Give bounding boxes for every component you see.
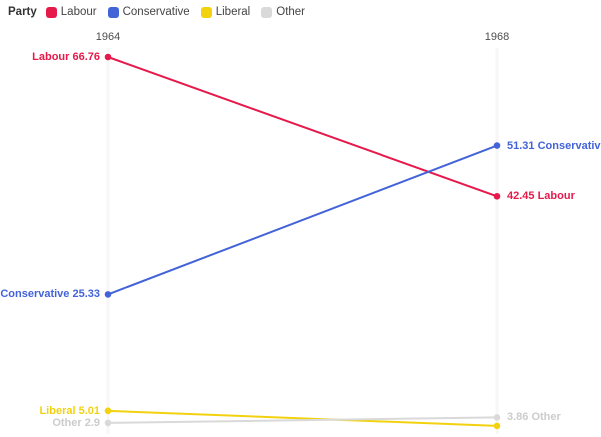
other-end-dot[interactable] <box>493 414 501 421</box>
other-swatch-icon <box>261 6 273 18</box>
liberal-line[interactable] <box>107 409 498 427</box>
conservative-start-label: Conservative 25.33 <box>0 288 100 301</box>
legend-item-label: Liberal <box>215 6 251 18</box>
labour-end-dot[interactable] <box>493 192 501 200</box>
conservative-end-dot[interactable] <box>493 142 501 149</box>
legend-item-label: Other <box>276 6 306 18</box>
liberal-start-dot[interactable] <box>104 407 112 415</box>
legend-item-liberal[interactable]: Liberal <box>200 6 251 18</box>
conservative-swatch-icon <box>107 6 119 18</box>
legend: Party Labour Conservative Liberal Other <box>8 6 305 18</box>
column-header-1968: 1968 <box>484 31 510 43</box>
conservative-end-label: 51.31 Conservative <box>507 139 601 152</box>
legend-title: Party <box>8 6 37 18</box>
legend-item-conservative[interactable]: Conservative <box>107 6 190 18</box>
other-end-label: 3.86 Other <box>507 411 561 424</box>
labour-swatch-icon <box>45 6 57 18</box>
labour-end-label: 42.45 Labour <box>507 190 575 203</box>
legend-item-other[interactable]: Other <box>261 6 305 18</box>
conservative-start-dot[interactable] <box>104 291 112 298</box>
labour-start-dot[interactable] <box>104 53 112 61</box>
other-line[interactable] <box>107 416 498 424</box>
legend-item-label: Conservative <box>122 6 190 18</box>
legend-item-label: Labour <box>60 6 97 18</box>
labour-line[interactable] <box>107 56 498 198</box>
other-start-dot[interactable] <box>104 419 112 427</box>
liberal-swatch-icon <box>200 6 212 18</box>
labour-start-label: Labour 66.76 <box>32 51 100 63</box>
conservative-line[interactable] <box>107 144 498 296</box>
liberal-start-label: Liberal 5.01 <box>39 404 100 417</box>
legend-item-labour[interactable]: Labour <box>45 6 97 18</box>
column-header-1964: 1964 <box>95 31 121 43</box>
liberal-end-dot[interactable] <box>493 422 501 430</box>
other-start-label: Other 2.9 <box>52 416 100 429</box>
